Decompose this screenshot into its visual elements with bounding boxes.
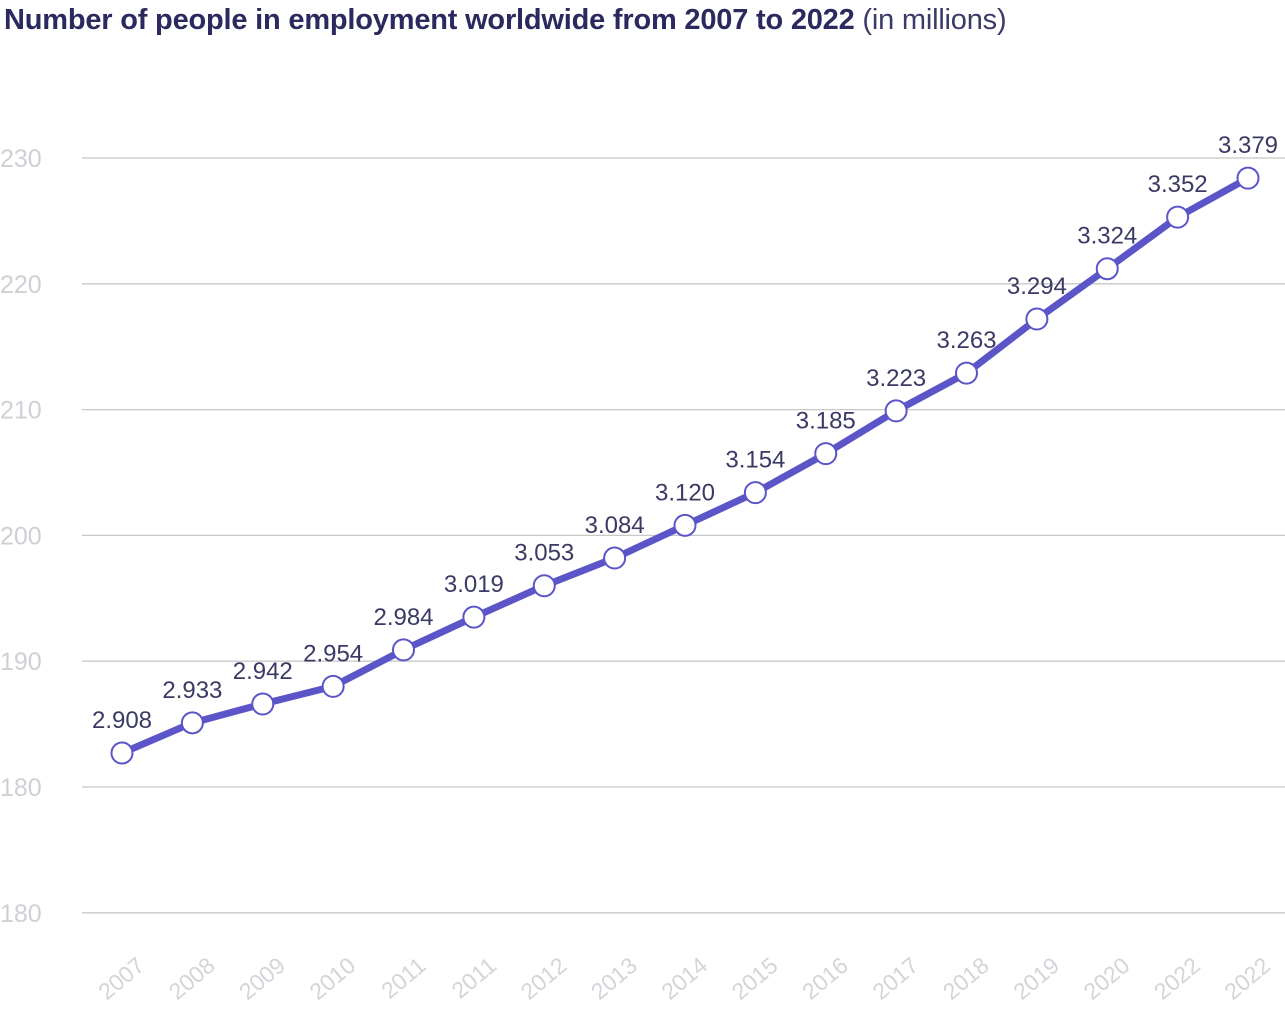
x-tick-label: 2019: [1008, 952, 1064, 1005]
x-tick-label: 2022: [1149, 952, 1205, 1005]
data-point: [1025, 307, 1049, 331]
x-tick-label: 2015: [727, 952, 783, 1005]
y-tick-label: 220: [0, 271, 42, 299]
data-label: 3.154: [725, 447, 785, 474]
x-tick-label: 2009: [234, 952, 290, 1005]
data-label: 3.294: [1007, 273, 1067, 300]
data-point: [955, 361, 978, 385]
data-label: 3.120: [655, 479, 715, 506]
gridlines: [82, 157, 1285, 914]
y-tick-label: 190: [0, 648, 42, 676]
x-tick-label: 2017: [867, 952, 923, 1005]
x-tick-label: 2016: [797, 952, 853, 1005]
data-point: [321, 674, 345, 698]
x-tick-label: 2011: [446, 952, 501, 1004]
data-point: [1166, 205, 1190, 229]
data-label: 2.984: [373, 604, 433, 631]
data-point: [743, 481, 767, 505]
data-point: [814, 442, 838, 466]
x-tick-label: 2008: [164, 952, 220, 1005]
y-tick-label: 200: [0, 522, 42, 550]
data-point: [110, 741, 134, 765]
data-point: [1095, 257, 1119, 281]
data-point: [462, 605, 486, 629]
series-employment: [110, 166, 1260, 765]
data-label: 3.263: [936, 327, 996, 354]
data-label: 2.908: [92, 707, 152, 734]
y-tick-label: 210: [0, 397, 42, 425]
x-tick-label: 2014: [656, 952, 712, 1005]
data-label: 3.084: [585, 512, 645, 539]
x-tick-label: 2018: [938, 952, 994, 1005]
data-label: 3.379: [1218, 132, 1278, 159]
y-tick-label: 180: [0, 900, 42, 928]
y-tick-label: 230: [0, 145, 42, 173]
x-axis: 2007 2008 2009 2010 2011 2011 2012 2013 2014 2015…: [93, 952, 1275, 1005]
data-point: [532, 574, 556, 598]
chart-title: Number of people in employment worldwide…: [4, 4, 1007, 37]
chart-title-unit: (in millions): [862, 4, 1007, 36]
data-point: [251, 692, 275, 716]
x-tick-label: 2020: [1079, 952, 1135, 1005]
data-label: 3.324: [1077, 223, 1137, 250]
data-label: 2.954: [303, 640, 363, 667]
data-point: [1236, 166, 1260, 190]
data-point: [392, 638, 415, 662]
data-point: [673, 513, 697, 537]
x-tick-label: 2011: [376, 952, 431, 1004]
data-label: 2.933: [162, 677, 222, 704]
data-point: [884, 399, 908, 423]
data-point: [603, 546, 627, 570]
y-axis: 230 220 210 200 190 180 180: [0, 145, 42, 928]
x-tick-label: 2010: [304, 952, 360, 1005]
x-tick-label: 2012: [516, 952, 572, 1005]
data-point: [180, 711, 204, 735]
data-label: 3.185: [796, 408, 856, 435]
data-label: 3.223: [866, 365, 926, 392]
data-label: 3.053: [514, 540, 574, 567]
data-label: 3.352: [1148, 171, 1208, 198]
x-tick-label: 2022: [1219, 952, 1275, 1005]
chart-title-main: Number of people in employment worldwide…: [4, 4, 855, 36]
data-label: 3.019: [444, 571, 504, 598]
data-labels: 2.908 2.933 2.942 2.954 2.984 3.019 3.053 3.084…: [92, 132, 1278, 734]
data-label: 2.942: [233, 658, 293, 685]
y-tick-label: 180: [0, 774, 42, 802]
x-tick-label: 2007: [93, 952, 149, 1005]
x-tick-label: 2013: [586, 952, 642, 1005]
